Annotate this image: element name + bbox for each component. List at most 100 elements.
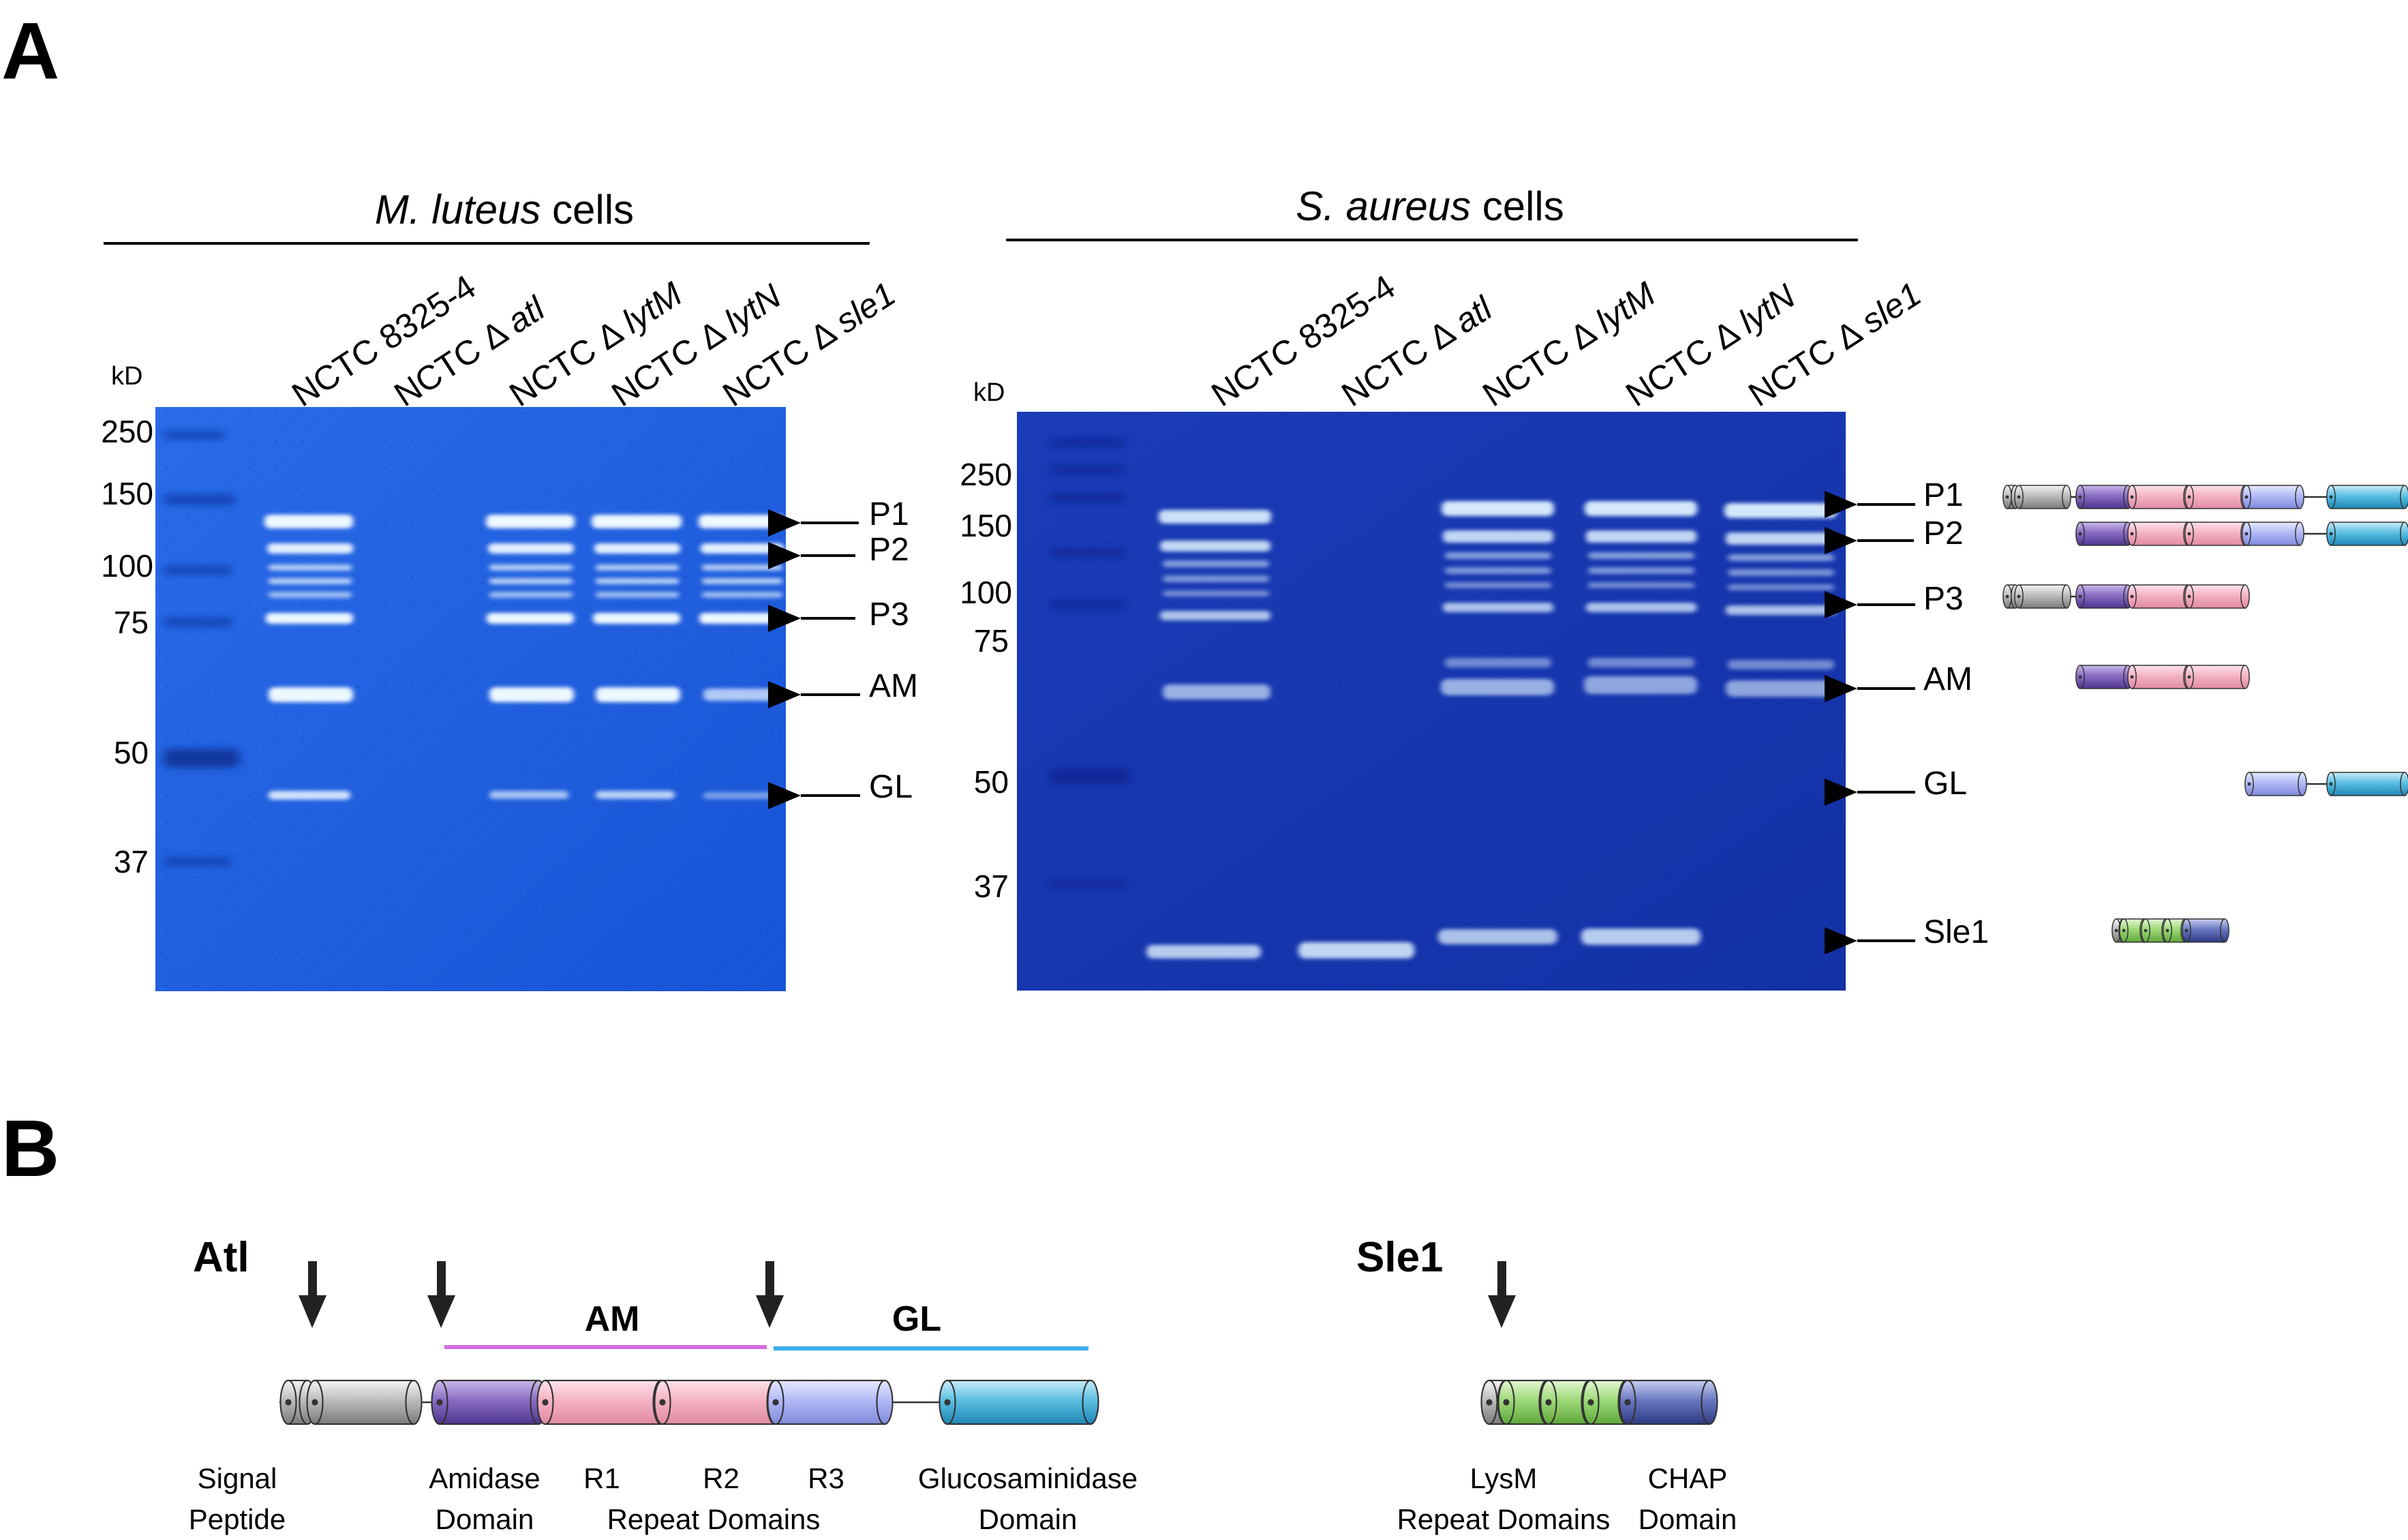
right-gel-speckle [1017, 412, 1846, 991]
atl-label-peptide: Peptide [189, 1503, 286, 1535]
left-gel-ladder-labels: 250 150 100 75 50 37 [101, 414, 153, 879]
left-ladder-100: 100 [101, 548, 153, 584]
atl-r1 [536, 1379, 670, 1425]
mini-p3-r2 [2184, 584, 2250, 609]
atl-label-r1: R1 [583, 1462, 620, 1494]
sle1-cleavage-arrow [1488, 1261, 1516, 1328]
right-gel-ladder-bands [1050, 439, 1131, 888]
sle1-chap [1619, 1379, 1718, 1425]
right-gel-band-labels: P1 P2 P3 AM GL Sle1 [1923, 477, 1989, 950]
mini-p2-r2 [2184, 522, 2250, 546]
left-gel-kd-label: kD [111, 362, 142, 391]
left-gel-group: M. luteus cells kD NCTC 8325-4 NCTC Δ at… [101, 187, 918, 991]
left-gel-speckle [155, 407, 786, 991]
panel-b-label: B [1, 1104, 59, 1194]
left-gel-band-labels: P1 P2 P3 AM GL [869, 496, 918, 805]
left-band-label-am: AM [869, 668, 918, 704]
mini-p1-r1 [2127, 485, 2193, 509]
atl-domain-cylinders [279, 1379, 1099, 1425]
left-gel-ladder-bands [164, 431, 240, 866]
mini-p3-amidase [2075, 584, 2133, 609]
left-gel-title-species: M. luteus [375, 187, 540, 232]
left-ladder-37: 37 [114, 844, 149, 879]
right-gel-title: S. aureus cells [1296, 183, 1564, 229]
mini-p2-r3 [2242, 522, 2304, 546]
left-gel-title-rest: cells [540, 187, 634, 232]
atl-diagram: Atl AM GL Signal Peptide Amidase Domain … [189, 1234, 1138, 1535]
atl-cleavage-arrows [299, 1261, 784, 1328]
atl-am-label: AM [585, 1299, 640, 1339]
left-band-label-p1: P1 [869, 496, 909, 532]
left-band-label-p3: P3 [869, 597, 909, 633]
right-band-label-sle1: Sle1 [1923, 914, 1989, 950]
atl-cleavage-arrow-1 [299, 1261, 326, 1328]
right-band-label-p2: P2 [1923, 515, 1964, 552]
mini-am-amidase [2075, 665, 2133, 689]
mini-p2-gluc [2326, 522, 2408, 546]
right-gel-band-arrows [1825, 491, 1915, 954]
left-ladder-75: 75 [114, 605, 149, 640]
mini-p1-gluc [2326, 485, 2408, 509]
mini-am-r2 [2184, 665, 2250, 689]
left-band-label-gl: GL [869, 769, 913, 805]
sle1-label-chap-domain: Domain [1639, 1503, 1737, 1535]
mini-sle1-chap [2182, 918, 2229, 943]
mini-gl-r3 [2244, 772, 2307, 796]
right-gel-title-rest: cells [1471, 183, 1564, 229]
atl-gl-label: GL [892, 1299, 941, 1339]
atl-label-r2: R2 [703, 1462, 740, 1494]
atl-label-amidase: Amidase [429, 1462, 540, 1494]
mini-p1-r2 [2184, 485, 2250, 509]
right-gel-sample-bands [1146, 501, 1837, 958]
right-ladder-75: 75 [974, 623, 1009, 659]
atl-cleavage-arrow-2 [427, 1261, 455, 1328]
left-ladder-50: 50 [114, 735, 149, 770]
mini-p1-r3 [2242, 485, 2304, 509]
right-ladder-50: 50 [974, 764, 1009, 800]
sle1-title: Sle1 [1356, 1234, 1444, 1281]
atl-label-amidase-domain: Domain [436, 1503, 534, 1535]
mini-p2-r1 [2127, 522, 2193, 546]
atl-signal-peptide [306, 1379, 423, 1425]
sle1-label-chap: CHAP [1648, 1462, 1728, 1494]
right-ladder-37: 37 [974, 869, 1009, 904]
mini-gl-gluc [2326, 772, 2408, 796]
mini-p1-amidase [2075, 485, 2133, 509]
left-band-label-p2: P2 [869, 532, 909, 568]
atl-label-signal: Signal [198, 1462, 277, 1494]
right-gel-title-species: S. aureus [1296, 183, 1471, 229]
atl-label-gluc-domain: Domain [979, 1503, 1078, 1535]
right-ladder-100: 100 [960, 575, 1012, 610]
mini-p1-signal [2014, 485, 2071, 509]
atl-glucosaminidase [939, 1379, 1099, 1425]
right-band-label-p3: P3 [1923, 581, 1964, 617]
right-ladder-150: 150 [960, 508, 1012, 543]
right-gel-kd-label: kD [973, 378, 1005, 407]
atl-label-repeat-domains: Repeat Domains [607, 1503, 821, 1535]
right-band-label-am: AM [1923, 661, 1972, 697]
atl-amidase [431, 1379, 547, 1425]
right-gel-group: S. aureus cells kD NCTC 8325-4 NCTC Δ at… [960, 183, 2408, 991]
right-gel-lane-labels: NCTC 8325-4 NCTC Δ atl NCTC Δ lytM NCTC … [1204, 267, 1927, 414]
right-gel-image [1017, 412, 1846, 991]
atl-r2 [654, 1379, 784, 1425]
left-gel-sample-bands [264, 515, 784, 800]
left-ladder-150: 150 [101, 476, 153, 511]
right-ladder-250: 250 [960, 457, 1012, 492]
sle1-domain-cylinders [1480, 1379, 1718, 1425]
right-band-label-gl: GL [1923, 766, 1967, 802]
sle1-label-repeat-domains: Repeat Domains [1397, 1503, 1611, 1535]
mini-p3-r1 [2127, 584, 2193, 609]
atl-label-glucosaminidase: Glucosaminidase [918, 1462, 1138, 1494]
atl-domain-labels: Signal Peptide Amidase Domain R1 R2 R3 R… [189, 1462, 1138, 1535]
mini-p3-signal [2014, 584, 2071, 609]
atl-label-r3: R3 [808, 1462, 844, 1494]
left-gel-lane-labels: NCTC 8325-4 NCTC Δ atl NCTC Δ lytM NCTC … [285, 267, 902, 414]
left-gel-title: M. luteus cells [375, 187, 634, 232]
band-domain-schematics [2002, 485, 2408, 943]
left-ladder-250: 250 [101, 414, 153, 449]
sle1-diagram: Sle1 LysM Repeat Domains CHAP Domain [1356, 1234, 1737, 1535]
sle1-label-lysm: LysM [1470, 1462, 1538, 1494]
sle1-domain-labels: LysM Repeat Domains CHAP Domain [1397, 1462, 1737, 1535]
